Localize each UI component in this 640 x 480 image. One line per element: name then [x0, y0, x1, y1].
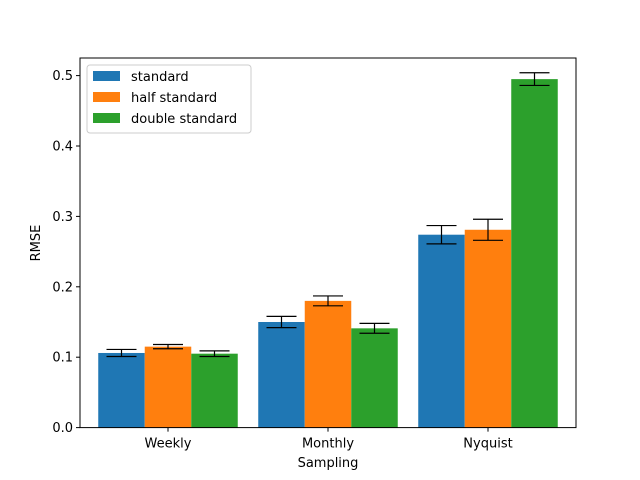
bar-double-standard-weekly: [191, 353, 238, 428]
bar-standard-monthly: [258, 322, 305, 428]
legend-item-half-standard: half standard: [93, 91, 217, 106]
error-bar-standard-weekly: [106, 348, 137, 358]
legend-label: double standard: [131, 112, 237, 127]
bar-standard-weekly: [98, 352, 145, 428]
error-bar-double-standard-weekly: [199, 350, 230, 358]
x-tick-label: Nyquist: [463, 437, 512, 452]
legend-swatch: [93, 92, 120, 102]
y-tick-label: 0.1: [52, 351, 73, 366]
legend-label: standard: [131, 70, 189, 85]
error-bar-standard-nyquist: [426, 224, 457, 245]
legend-label: half standard: [131, 91, 217, 106]
y-tick-label: 0.2: [52, 280, 73, 295]
bar-half-standard-nyquist: [464, 229, 512, 428]
y-axis: 0.0 0.1 0.2 0.3 0.4 0.5: [52, 69, 80, 436]
error-bar-double-standard-monthly: [359, 322, 390, 334]
bars-layer: [98, 79, 558, 428]
error-bar-double-standard-nyquist: [519, 72, 550, 87]
bar-half-standard-weekly: [144, 346, 192, 428]
error-bar-half-standard-nyquist: [473, 218, 503, 241]
x-tick-label: Weekly: [145, 437, 192, 452]
legend-swatch: [93, 113, 120, 123]
y-axis-label: RMSE: [29, 225, 44, 262]
x-axis-label: Sampling: [298, 456, 359, 471]
x-axis: Weekly Monthly Nyquist: [145, 427, 513, 452]
legend-swatch: [93, 71, 120, 81]
bar-double-standard-monthly: [351, 328, 398, 428]
y-tick-label: 0.3: [52, 210, 73, 225]
bar-double-standard-nyquist: [511, 79, 558, 428]
error-bar-standard-monthly: [266, 315, 297, 329]
y-tick-label: 0.0: [52, 421, 73, 436]
legend-item-standard: standard: [93, 70, 189, 85]
legend-item-double-standard: double standard: [93, 112, 237, 127]
error-bar-half-standard-monthly: [313, 295, 343, 307]
y-tick-label: 0.5: [52, 69, 73, 84]
x-tick-label: Monthly: [302, 437, 354, 452]
y-tick-label: 0.4: [52, 140, 73, 155]
error-bar-half-standard-weekly: [153, 343, 183, 350]
error-bars-layer: [106, 72, 550, 358]
legend-box: [86, 64, 252, 134]
bar-standard-nyquist: [418, 234, 465, 428]
bar-half-standard-monthly: [304, 300, 352, 428]
legend: standard half standard double standard: [86, 64, 252, 134]
